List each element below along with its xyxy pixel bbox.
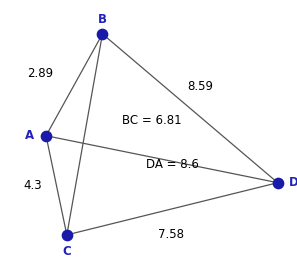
Text: D: D <box>289 176 297 189</box>
Text: 7.58: 7.58 <box>158 228 184 241</box>
Text: DA = 8.6: DA = 8.6 <box>146 158 198 171</box>
Text: A: A <box>25 129 34 142</box>
Point <box>100 32 105 36</box>
Text: B: B <box>98 13 107 26</box>
Text: C: C <box>62 245 71 258</box>
Text: 2.89: 2.89 <box>27 67 53 80</box>
Text: 4.3: 4.3 <box>23 179 42 192</box>
Text: BC = 6.81: BC = 6.81 <box>122 114 181 127</box>
Text: 8.59: 8.59 <box>187 80 213 93</box>
Point <box>44 134 48 138</box>
Point <box>64 233 69 237</box>
Point <box>275 181 280 185</box>
